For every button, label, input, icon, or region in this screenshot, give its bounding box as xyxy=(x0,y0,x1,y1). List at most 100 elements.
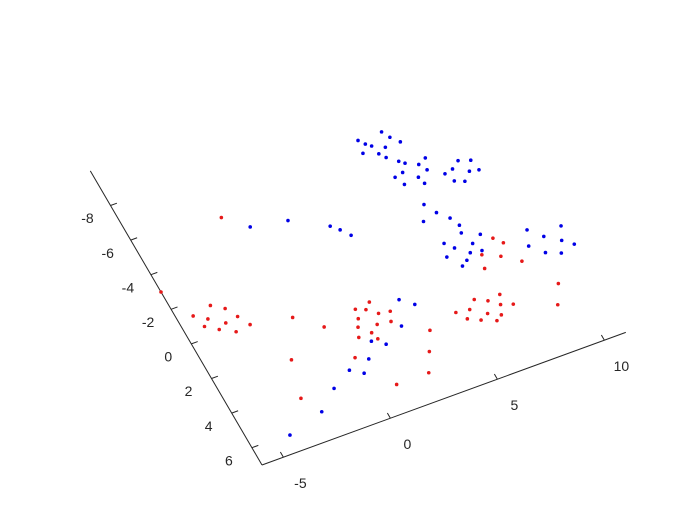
point xyxy=(403,161,407,165)
point xyxy=(366,357,371,361)
point xyxy=(555,302,560,307)
y-tick xyxy=(231,410,239,414)
point xyxy=(288,433,292,437)
point xyxy=(486,299,490,303)
y-tick-label: -4 xyxy=(122,279,135,295)
point xyxy=(356,316,361,321)
point xyxy=(319,409,324,414)
point xyxy=(423,156,428,160)
y-tick xyxy=(211,375,219,379)
point xyxy=(396,159,401,164)
point xyxy=(376,337,380,341)
y-tick xyxy=(170,306,178,310)
point xyxy=(543,250,548,255)
point xyxy=(421,219,426,224)
y-tick xyxy=(191,341,198,345)
point xyxy=(416,175,421,179)
x-axis xyxy=(261,331,626,466)
x-tick xyxy=(386,412,391,419)
point xyxy=(467,169,472,173)
point xyxy=(472,297,477,302)
point xyxy=(495,318,499,323)
y-tick xyxy=(130,237,138,241)
point xyxy=(361,151,365,156)
point xyxy=(460,264,465,268)
point xyxy=(289,358,294,362)
point xyxy=(384,155,388,160)
y-tick-label: 4 xyxy=(205,418,213,434)
point xyxy=(442,241,446,246)
point xyxy=(520,259,524,263)
point xyxy=(465,258,469,263)
x-tick-label: 10 xyxy=(614,358,630,374)
point xyxy=(349,233,353,238)
point xyxy=(369,339,374,344)
y-tick xyxy=(251,444,259,449)
point xyxy=(159,290,163,294)
point xyxy=(448,216,452,220)
point xyxy=(322,325,326,329)
point xyxy=(286,218,290,223)
point xyxy=(478,232,483,237)
point xyxy=(191,314,195,318)
point xyxy=(459,231,464,235)
point xyxy=(353,355,357,360)
point xyxy=(498,292,502,297)
y-tick xyxy=(150,271,158,276)
point xyxy=(501,240,506,245)
point xyxy=(235,314,240,319)
point xyxy=(357,335,361,340)
x-tick-label: 0 xyxy=(404,436,412,452)
point xyxy=(208,303,213,308)
point xyxy=(290,315,295,320)
y-tick xyxy=(110,202,118,206)
point xyxy=(485,311,490,316)
point xyxy=(526,244,531,248)
y-axis xyxy=(89,170,263,466)
point xyxy=(443,172,447,176)
point xyxy=(400,170,405,175)
point xyxy=(452,179,457,183)
point xyxy=(482,266,487,271)
x-tick-label: -5 xyxy=(294,475,307,491)
x-tick xyxy=(600,334,605,341)
x-tick xyxy=(279,451,284,458)
point xyxy=(425,168,429,172)
point xyxy=(394,382,399,387)
point xyxy=(556,281,561,286)
point xyxy=(299,396,303,401)
point xyxy=(479,318,483,322)
point xyxy=(384,342,388,347)
point xyxy=(364,307,368,312)
point xyxy=(369,330,374,335)
point xyxy=(399,324,404,328)
point xyxy=(480,252,484,257)
point xyxy=(202,324,207,329)
point xyxy=(468,158,473,163)
point xyxy=(388,135,392,140)
point xyxy=(559,224,563,228)
point xyxy=(223,306,227,311)
point xyxy=(353,307,358,312)
point xyxy=(328,224,332,228)
point xyxy=(422,181,427,186)
point xyxy=(338,228,342,232)
point xyxy=(347,368,352,373)
point xyxy=(393,175,397,180)
point xyxy=(379,130,384,134)
point xyxy=(206,317,210,321)
point xyxy=(363,142,368,146)
point xyxy=(377,152,381,156)
point xyxy=(413,302,417,307)
point xyxy=(376,311,381,316)
point xyxy=(383,145,388,150)
point xyxy=(463,179,467,184)
point xyxy=(491,236,495,240)
point xyxy=(422,202,426,207)
point xyxy=(445,255,449,259)
point xyxy=(470,241,475,246)
x-tick-label: 5 xyxy=(511,397,519,413)
point xyxy=(454,310,458,315)
point xyxy=(559,251,564,255)
